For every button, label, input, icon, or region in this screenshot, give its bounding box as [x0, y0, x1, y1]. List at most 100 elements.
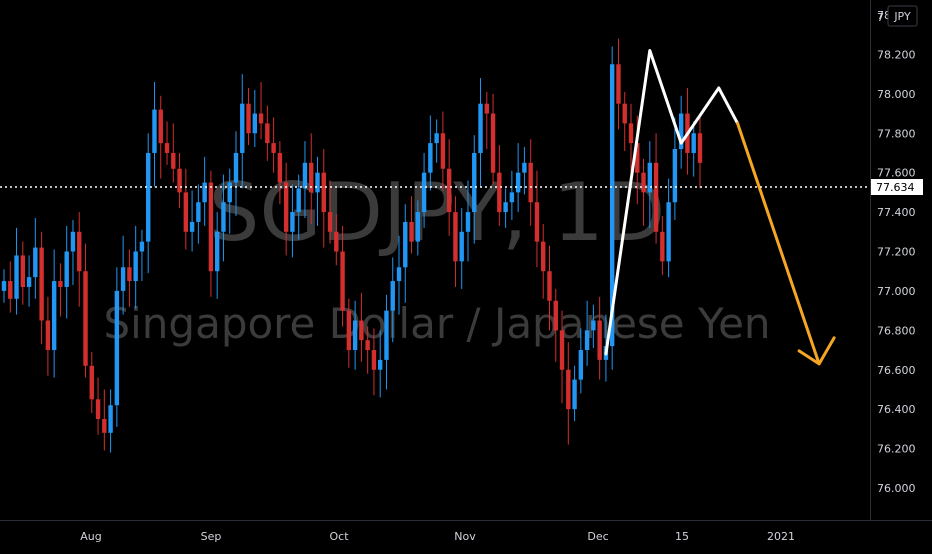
candle-body — [534, 202, 540, 242]
currency-badge-box[interactable] — [887, 5, 918, 27]
candle-body — [691, 133, 696, 153]
candle-body — [208, 182, 214, 272]
candle-body — [434, 133, 439, 144]
candle-body — [89, 365, 94, 400]
candle-body — [497, 172, 502, 213]
price-tick: 76.600 — [877, 364, 916, 377]
candle-body — [146, 152, 151, 242]
candles-layer — [1, 38, 703, 453]
candle-body — [114, 290, 120, 406]
candle-body — [51, 281, 57, 351]
candle-body — [164, 143, 170, 153]
time-tick: 15 — [675, 530, 689, 543]
candle-body — [309, 162, 314, 193]
candle-body — [365, 340, 370, 351]
time-tick: Sep — [201, 530, 222, 543]
drawings-layer[interactable] — [604, 48, 836, 366]
projection-arrow[interactable] — [736, 121, 821, 366]
candle-body — [591, 320, 596, 331]
price-tick: 76.200 — [877, 443, 916, 456]
candle-body — [1, 281, 7, 291]
candle-body — [415, 212, 421, 242]
candle-body — [321, 172, 326, 213]
price-axis[interactable]: 78.40078.20078.00077.80077.60077.40077.2… — [877, 9, 916, 495]
candle-body — [108, 405, 113, 433]
candle-body — [359, 320, 364, 341]
candle-body — [597, 320, 602, 360]
time-tick: Nov — [454, 530, 476, 543]
candle-body — [102, 419, 107, 433]
price-tick: 77.200 — [877, 246, 916, 259]
price-tick: 78.200 — [877, 48, 916, 61]
candle-body — [14, 255, 19, 299]
price-tick: 78.000 — [877, 88, 916, 101]
currency-badge[interactable]: JPY — [893, 10, 911, 23]
candle-body — [227, 182, 232, 203]
candle-body — [296, 188, 301, 213]
time-axis[interactable]: Aug Sep Oct Nov Dec 15 2021 — [80, 530, 795, 543]
candle-body — [258, 113, 264, 124]
candle-body — [578, 350, 584, 380]
candle-body — [202, 182, 207, 203]
candle-body — [653, 162, 659, 232]
candle-body — [139, 241, 145, 252]
candle-body — [403, 221, 408, 268]
candle-body — [283, 182, 289, 232]
axis-corner — [871, 521, 932, 550]
candle-body — [277, 152, 283, 183]
candle-body — [127, 267, 132, 282]
candle-body — [547, 271, 552, 301]
candle-body — [459, 231, 464, 262]
candle-body — [666, 202, 671, 262]
candle-body — [559, 330, 565, 370]
candle-body — [440, 133, 446, 169]
candle-body — [340, 251, 345, 311]
candle-body — [265, 123, 270, 144]
candle-body — [152, 109, 157, 153]
candle-body — [45, 320, 51, 351]
candle-body — [26, 277, 32, 287]
candle-body — [327, 212, 333, 232]
time-tick: Dec — [587, 530, 608, 543]
watermark-symbol: SGDJPY, 1D — [209, 166, 666, 259]
candle-body — [290, 212, 295, 232]
candle-body — [120, 267, 126, 291]
candle-body — [484, 103, 489, 114]
price-tick: 76.000 — [877, 482, 916, 495]
candle-body — [528, 162, 533, 203]
price-tick: 77.000 — [877, 285, 916, 298]
candle-body — [240, 103, 245, 153]
candle-body — [271, 143, 276, 153]
candle-body — [515, 172, 521, 193]
pattern-drawing[interactable] — [604, 48, 740, 356]
candle-body — [446, 168, 452, 213]
candle-body — [378, 359, 383, 370]
candle-body — [196, 202, 201, 222]
price-tick: 77.600 — [877, 167, 916, 180]
candle-body — [660, 231, 665, 262]
candle-body — [8, 281, 13, 299]
candle-body — [302, 162, 308, 189]
candle-body — [58, 281, 63, 287]
candle-body — [252, 113, 257, 134]
candle-body — [490, 113, 496, 173]
time-tick: Oct — [329, 530, 349, 543]
time-tick: Aug — [80, 530, 101, 543]
candle-body — [334, 231, 339, 252]
candle-body — [503, 202, 508, 213]
price-tick: 76.800 — [877, 324, 916, 337]
price-tick-partial: 7 — [877, 11, 884, 24]
candle-body — [428, 143, 433, 173]
candle-body — [522, 162, 527, 173]
candle-body — [158, 109, 163, 144]
candle-body — [421, 172, 427, 213]
candle-body — [641, 172, 646, 193]
candle-body — [189, 221, 195, 232]
current-price-label: 77.634 — [876, 181, 915, 194]
candle-body — [352, 320, 358, 351]
time-tick: 2021 — [767, 530, 795, 543]
candle-body — [177, 168, 182, 193]
candle-body — [346, 310, 352, 351]
